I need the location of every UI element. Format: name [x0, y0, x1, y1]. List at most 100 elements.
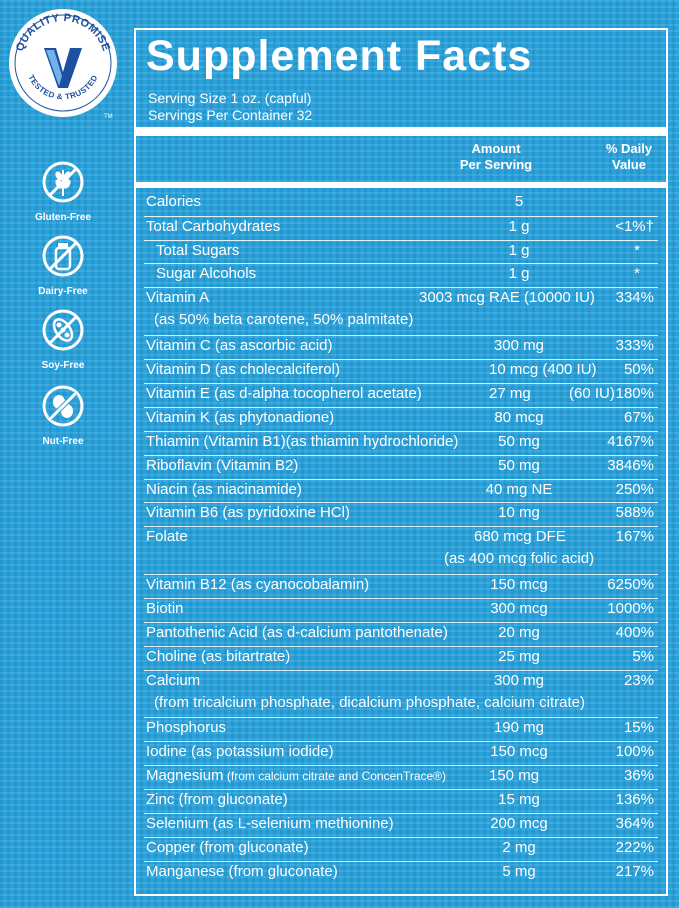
daily-value: 217% — [615, 863, 654, 880]
nutrient-name: Vitamin B12 (as cyanocobalamin) — [146, 576, 370, 593]
daily-value: 6250% — [607, 576, 654, 593]
supplement-facts-panel: Supplement Facts Serving Size 1 oz. (cap… — [134, 28, 668, 896]
nutrient-row: Vitamin B12 (as cyanocobalamin) 150 mcg 62… — [144, 574, 658, 599]
nutrient-row: Choline (as bitartrate) 25 mg 5% — [144, 646, 658, 671]
daily-value: <1%† — [615, 218, 654, 235]
nutrient-name: Folate — [146, 528, 188, 545]
daily-value: 588% — [615, 504, 654, 521]
amount-per-serving: 1 g — [508, 218, 530, 235]
amount-per-serving: 680 mcg DFE — [474, 528, 566, 545]
daily-value: 36% — [623, 767, 654, 784]
amount-per-serving: 1 g — [508, 242, 530, 259]
amount-header-line2: Per Serving — [459, 157, 533, 172]
nutrient-row: Iodine (as potassium iodide) 150 mcg 100% — [144, 741, 658, 766]
nutrient-name: Thiamin (Vitamin B1)(as thiamin hydrochl… — [146, 433, 459, 450]
svg-text:TM: TM — [104, 114, 113, 120]
nutrient-source: (from tricalcium phosphate, dicalcium ph… — [154, 694, 586, 711]
amount-per-serving: 25 mg — [498, 648, 540, 665]
allergen-label: Dairy-Free — [38, 286, 88, 297]
left-badge-strip: QUALITY PROMISE TESTED & TRUSTED TM Glut… — [0, 0, 128, 908]
amount-per-serving: 50 mg — [498, 457, 540, 474]
amount-per-serving: 300 mg — [493, 672, 545, 689]
daily-value: 167% — [615, 528, 654, 545]
nutrient-row: Riboflavin (Vitamin B2) 50 mg 3846% — [144, 455, 658, 480]
nutrient-row: Vitamin D (as cholecalciferol) 10 mcg (40… — [144, 359, 658, 384]
daily-value: 1000% — [607, 600, 654, 617]
nutrient-name: Phosphorus — [146, 719, 227, 736]
nutrient-row: Phosphorus 190 mg 15% — [144, 717, 658, 742]
nutrient-name: Pantothenic Acid (as d-calcium pantothen… — [146, 624, 448, 641]
nutrient-row: Vitamin E (as d-alpha tocopherol acetate… — [144, 383, 658, 408]
nutrient-name: Iodine (as potassium iodide) — [146, 743, 334, 760]
daily-value: 4167% — [607, 433, 654, 450]
nutrient-row: Zinc (from gluconate) 15 mg 136% — [144, 789, 658, 814]
peanut-icon — [42, 385, 84, 427]
amount-per-serving: 150 mcg — [490, 743, 548, 760]
amount-per-serving: 15 mg — [498, 791, 540, 808]
nutrient-row: Niacin (as niacinamide) 40 mg NE 250% — [144, 479, 658, 503]
allergen-label: Gluten-Free — [34, 212, 92, 223]
nutrient-name: Calcium — [146, 672, 201, 689]
nutrient-row: Manganese (from gluconate) 5 mg 217% — [144, 861, 658, 886]
nutrient-name: Calories — [146, 193, 202, 210]
gluten-free-badge: Gluten-Free — [0, 160, 126, 223]
amount-per-serving: 1 g — [508, 265, 530, 282]
nutrient-source: (from calcium citrate and ConcenTrace®) — [223, 769, 447, 783]
amount-per-serving: 10 mcg (400 IU) — [489, 361, 597, 378]
nutrient-row: Pantothenic Acid (as d-calcium pantothen… — [144, 622, 658, 647]
nutrient-name: Vitamin B6 (as pyridoxine HCl) — [146, 504, 350, 521]
daily-value: 23% — [623, 672, 654, 689]
daily-value: 222% — [615, 839, 654, 856]
nutrient-name: Choline (as bitartrate) — [146, 648, 291, 665]
nut-free-badge: Nut-Free — [0, 384, 126, 447]
amount-per-serving: 50 mg — [498, 433, 540, 450]
amount-iu: (60 IU) — [569, 385, 615, 402]
daily-value: 3846% — [607, 457, 654, 474]
nutrient-source: (as 400 mcg folic acid) — [444, 550, 595, 567]
nutrient-row: Calcium 300 mg 23% (from tricalcium phospha… — [144, 670, 658, 718]
nutrient-name: Vitamin K (as phytonadione) — [146, 409, 335, 426]
nutrient-row: Vitamin C (as ascorbic acid) 300 mg 333% — [144, 335, 658, 360]
dv-header-line2: Value — [612, 157, 646, 172]
dv-header-line1: % Daily — [605, 141, 653, 156]
dairy-free-badge: Dairy-Free — [0, 234, 126, 297]
nutrient-row: Calories 5 — [144, 192, 658, 216]
amount-per-serving: 300 mg — [493, 337, 545, 354]
daily-value: 400% — [615, 624, 654, 641]
nutrient-row: Sugar Alcohols 1 g * — [144, 263, 658, 288]
nutrient-name: Selenium (as L-selenium methionine) — [146, 815, 394, 832]
nutrient-row: Folate 680 mcg DFE 167% (as 400 mcg folic a… — [144, 526, 658, 575]
nutrient-name: Magnesium (from calcium citrate and Conc… — [146, 767, 447, 784]
nutrient-row: Vitamin B6 (as pyridoxine HCl) 10 mg 588% — [144, 502, 658, 527]
amount-per-serving: 2 mg — [502, 839, 536, 856]
nutrient-name: Total Sugars — [156, 242, 240, 259]
nutrient-name: Vitamin A — [146, 289, 210, 306]
daily-value-header: % Daily Value — [594, 141, 664, 173]
thick-divider — [136, 127, 666, 136]
serving-size: Serving Size 1 oz. (capful) — [148, 90, 312, 106]
facts-title: Supplement Facts — [146, 32, 533, 80]
amount-per-serving: 200 mcg — [490, 815, 548, 832]
amount-per-serving: 3003 mcg RAE (10000 IU) — [419, 289, 595, 306]
nutrient-row: Magnesium (from calcium citrate and Conc… — [144, 765, 658, 790]
daily-value: 180% — [615, 385, 654, 402]
daily-value: 136% — [615, 791, 654, 808]
amount-per-serving: 27 mg — [489, 385, 531, 402]
nutrient-name: Zinc (from gluconate) — [146, 791, 288, 808]
daily-value: 334% — [615, 289, 654, 306]
quality-promise-badge: QUALITY PROMISE TESTED & TRUSTED TM — [9, 9, 117, 120]
amount-per-serving: 40 mg NE — [485, 481, 553, 498]
wheat-icon — [42, 161, 84, 203]
nutrient-row: Thiamin (Vitamin B1)(as thiamin hydrochl… — [144, 431, 658, 456]
nutrient-source: (as 50% beta carotene, 50% palmitate) — [154, 311, 414, 328]
amount-per-serving: 20 mg — [498, 624, 540, 641]
daily-value: 67% — [623, 409, 654, 426]
nutrient-name: Vitamin E (as d-alpha tocopherol acetate… — [146, 385, 422, 402]
daily-value: 50% — [623, 361, 654, 378]
amount-per-serving: 150 mg — [489, 767, 540, 784]
daily-value: 364% — [615, 815, 654, 832]
daily-value: 250% — [615, 481, 654, 498]
soy-free-badge: Soy-Free — [0, 308, 126, 371]
nutrient-name: Vitamin D (as cholecalciferol) — [146, 361, 340, 378]
